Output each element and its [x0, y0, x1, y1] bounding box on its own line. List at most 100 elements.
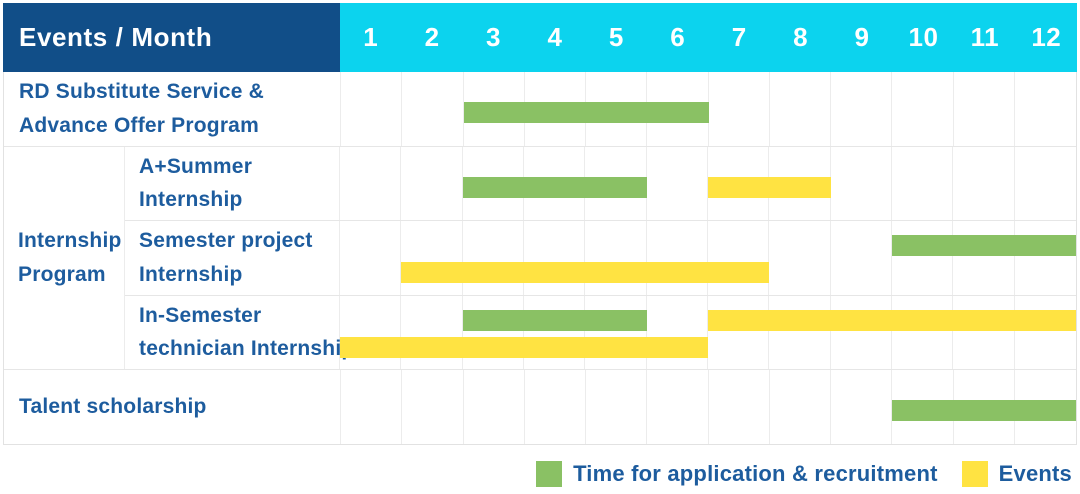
month-gridlines — [341, 72, 1076, 146]
legend: Time for application & recruitment Events — [536, 461, 1072, 487]
month-gridlines — [340, 295, 1076, 370]
month-cell — [401, 146, 463, 220]
month-cell — [709, 370, 770, 444]
row-timeline — [340, 146, 1076, 221]
month-cell — [892, 221, 954, 295]
gantt-bar-yellow — [340, 336, 708, 358]
legend-label: Events — [998, 461, 1072, 486]
month-cell — [708, 221, 770, 295]
row-label: A+Summer Internship — [139, 154, 253, 212]
row-timeline — [340, 221, 1076, 295]
month-cell — [340, 221, 402, 295]
month-cell — [769, 295, 831, 369]
month-header-cell: 1 — [363, 22, 379, 52]
row-label: Talent scholarship — [19, 394, 207, 418]
month-header-cell: 6 — [670, 22, 686, 52]
row-label-cell: Talent scholarship — [4, 370, 341, 444]
gantt-bar-yellow — [708, 176, 831, 198]
month-cell — [892, 72, 954, 146]
table-header-row: Events / Month 1 2 3 4 5 6 7 8 9 10 11 12 — [3, 3, 1077, 72]
month-header: 1 2 3 4 5 6 7 8 9 10 11 12 — [340, 3, 1077, 72]
gantt-table: Events / Month 1 2 3 4 5 6 7 8 9 10 11 12 RD Substi… — [3, 3, 1077, 445]
month-cell — [953, 221, 1015, 295]
month-cell — [340, 146, 402, 220]
row-timeline — [341, 72, 1076, 146]
month-header-cell: 4 — [547, 22, 563, 52]
legend-item: Time for application & recruitment — [536, 461, 938, 487]
month-cell — [585, 221, 647, 295]
month-cell — [525, 370, 586, 444]
month-cell — [892, 146, 954, 220]
month-header-cell: 3 — [486, 22, 502, 52]
month-cell — [402, 72, 464, 146]
gantt-bar-green — [462, 309, 647, 331]
legend-item: Events — [961, 461, 1072, 487]
month-cell — [340, 295, 402, 369]
row-label: Semester project Internship — [139, 229, 313, 286]
month-header-cell: 12 — [1031, 22, 1062, 52]
gantt-bar-green — [892, 400, 1076, 421]
month-cell — [1015, 221, 1076, 295]
table-row: Semester project Internship — [125, 220, 1076, 295]
gantt-bar-yellow — [708, 309, 1076, 331]
month-cell — [953, 146, 1015, 220]
month-cell — [586, 370, 648, 444]
table-row: Talent scholarship — [4, 369, 1076, 444]
month-cell — [401, 221, 463, 295]
month-cell — [1015, 72, 1076, 146]
month-cell — [1015, 296, 1076, 370]
month-cell — [585, 295, 647, 369]
month-cell — [401, 295, 463, 369]
month-cell — [647, 370, 709, 444]
row-label-cell: In-Semester technician Internship — [125, 295, 354, 369]
month-cell — [341, 370, 403, 444]
month-cell — [831, 221, 892, 295]
month-header-cell: 7 — [731, 22, 747, 52]
table-body: RD Substitute Service & Advance Offer Pr… — [3, 72, 1077, 445]
month-cell — [402, 370, 464, 444]
month-cell — [831, 295, 892, 369]
month-header-cell: 5 — [608, 22, 624, 52]
month-header-cell: 9 — [854, 22, 870, 52]
month-cell — [647, 221, 708, 295]
month-cell — [708, 295, 770, 369]
legend-label: Time for application & recruitment — [573, 461, 938, 486]
month-cell — [892, 295, 954, 369]
row-label-cell: Semester project Internship — [125, 221, 340, 295]
month-cell — [953, 295, 1015, 369]
month-cell — [954, 72, 1015, 146]
month-gridlines — [340, 221, 1076, 295]
month-cell — [647, 146, 708, 220]
row-timeline — [341, 370, 1076, 444]
row-label-cell: A+Summer Internship — [125, 146, 340, 220]
row-label: RD Substitute Service & Advance Offer Pr… — [19, 80, 264, 137]
month-cell — [463, 295, 524, 369]
month-cell — [647, 295, 708, 369]
month-header-cell: 10 — [908, 22, 939, 52]
group-label: Internship Program — [18, 229, 122, 286]
group-rows: A+Summer Internship Semester project Int… — [125, 146, 1076, 370]
month-cell — [769, 221, 831, 295]
month-cell — [770, 370, 831, 444]
row-label: In-Semester technician Internship — [139, 303, 355, 361]
gantt-bar-green — [892, 235, 1076, 256]
month-cell — [524, 295, 586, 369]
month-cell — [1015, 147, 1076, 221]
row-label-cell: RD Substitute Service & Advance Offer Pr… — [4, 72, 341, 146]
month-cell — [831, 146, 892, 220]
month-header-cell: 11 — [970, 22, 1000, 52]
month-cell — [770, 72, 831, 146]
month-cell — [524, 221, 586, 295]
month-cell — [463, 221, 524, 295]
events-month-header: Events / Month — [3, 3, 340, 72]
internship-program-group: Internship Program A+Summer Internship S… — [4, 145, 1076, 370]
table-row: RD Substitute Service & Advance Offer Pr… — [4, 72, 1076, 146]
month-cell — [464, 370, 525, 444]
month-cell — [709, 72, 770, 146]
month-cell — [831, 370, 893, 444]
gantt-bar-yellow — [401, 262, 770, 283]
gantt-bar-green — [463, 102, 709, 123]
table-row: A+Summer Internship — [125, 146, 1076, 221]
table-row: In-Semester technician Internship — [125, 294, 1076, 370]
month-header-cell: 8 — [793, 22, 809, 52]
